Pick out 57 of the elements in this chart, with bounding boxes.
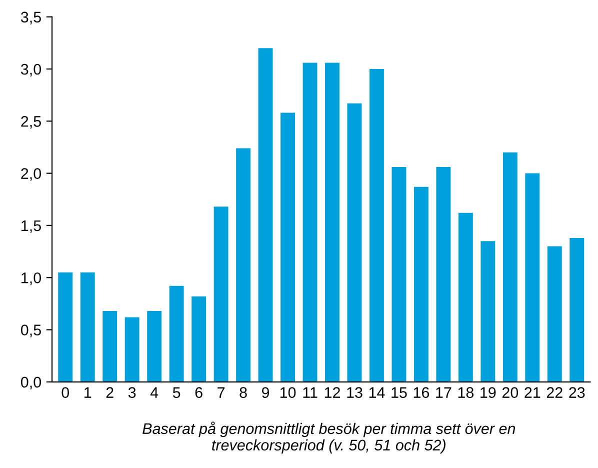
y-tick-label: 1,0 — [22, 272, 42, 286]
bar — [547, 246, 562, 382]
bar — [124, 317, 140, 382]
bar — [147, 310, 162, 382]
x-tick-label: 13 — [347, 387, 362, 398]
bar — [436, 167, 451, 382]
x-tick-label: 1 — [84, 387, 92, 398]
y-tick-label: 0,0 — [20, 376, 42, 390]
x-tick-label: 2 — [106, 387, 114, 398]
x-tick-label: 19 — [480, 387, 496, 398]
x-tick-label: 6 — [195, 387, 202, 398]
x-tick-label: 17 — [436, 387, 452, 398]
bar — [236, 148, 251, 382]
bar — [258, 48, 273, 382]
y-tick-label: 0,5 — [20, 324, 41, 338]
x-tick-label: 23 — [569, 387, 585, 398]
bar — [58, 272, 73, 382]
x-tick-label: 5 — [172, 387, 180, 398]
x-tick-label: 16 — [414, 387, 430, 398]
y-tick-label: 3,5 — [20, 12, 41, 24]
bar — [347, 103, 362, 382]
y-tick-label: 3,0 — [20, 64, 42, 76]
x-tick-label: 9 — [262, 387, 270, 398]
y-tick-label: 2,0 — [21, 168, 42, 181]
x-tick-label: 15 — [392, 387, 407, 398]
x-tick-label: 11 — [303, 387, 318, 398]
bar — [480, 241, 496, 382]
y-tick-label: 1,5 — [22, 220, 41, 233]
bar — [214, 206, 228, 382]
bar — [80, 272, 95, 382]
bar — [570, 238, 584, 382]
x-tick-label: 22 — [546, 387, 562, 398]
x-tick-label: 10 — [280, 387, 296, 398]
bar — [525, 173, 540, 382]
x-tick-label: 14 — [369, 387, 385, 398]
x-tick-label: 3 — [128, 387, 136, 398]
bar — [392, 167, 406, 382]
x-tick-label: 18 — [458, 387, 474, 398]
bar — [280, 112, 295, 382]
x-tick-label: 20 — [502, 387, 518, 398]
x-tick-label: 8 — [240, 387, 247, 398]
x-tick-label: 0 — [62, 387, 70, 398]
bar — [369, 68, 384, 382]
x-tick-label: 7 — [218, 387, 225, 398]
text: Baserat på genomsnittligt besök per timma sett över en treveckorsperiod (v. 50, 51 och 52) — [142, 422, 516, 454]
bar — [502, 152, 518, 382]
bar — [325, 62, 340, 382]
x-tick-label: 12 — [324, 387, 340, 398]
bar — [414, 186, 428, 382]
y-tick-label: 2,5 — [21, 116, 41, 129]
x-tick-label: 21 — [524, 387, 540, 398]
bar — [102, 310, 118, 382]
bar — [192, 296, 206, 382]
bar — [458, 212, 473, 382]
x-tick-label: 4 — [150, 387, 158, 398]
bar — [302, 62, 318, 382]
bar — [169, 286, 184, 382]
